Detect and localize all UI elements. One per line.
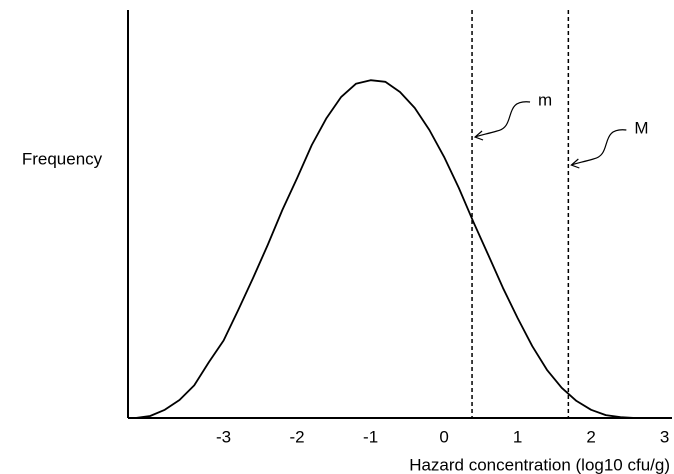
curve [135,79,636,419]
annotation-arrow [474,101,531,138]
annotation-label: m [538,90,552,109]
annotation-label: M [634,118,648,137]
x-tick-label: -1 [363,427,378,446]
arrow-head [473,130,484,141]
annotation-arrow [571,129,627,166]
x-tick-label: 3 [660,427,669,446]
x-tick-label: 0 [439,427,448,446]
x-tick-label: 2 [586,427,595,446]
arrow-head [570,158,580,169]
y-axis-label: Frequency [22,149,103,168]
x-tick-label: -2 [290,427,305,446]
x-tick-label: -3 [216,427,231,446]
x-tick-label: 1 [513,427,522,446]
x-axis-label: Hazard concentration (log10 cfu/g) [409,455,670,474]
